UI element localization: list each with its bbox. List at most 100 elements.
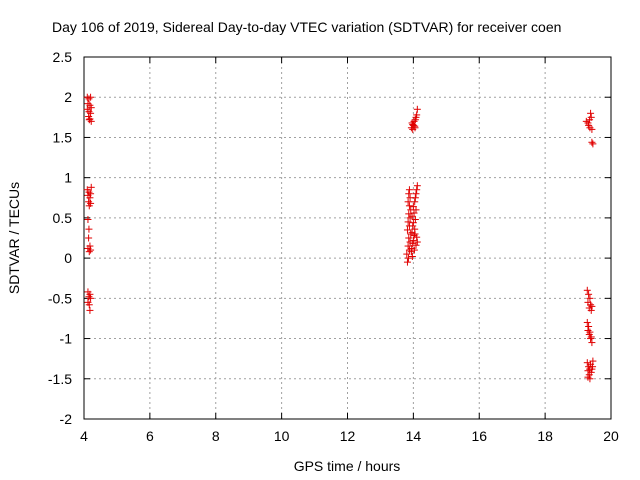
data-point	[87, 93, 95, 101]
data-point	[588, 339, 596, 347]
x-tick-label: 6	[146, 428, 154, 444]
data-point	[85, 202, 93, 210]
data-point	[85, 95, 93, 103]
data-point	[587, 113, 595, 121]
data-point	[403, 258, 411, 266]
y-tick-labels: -2 -1.5 -1 -0.5 0 0.5 1 1.5 2 2.5	[48, 49, 72, 427]
x-tick-label: 20	[603, 428, 619, 444]
y-tick-label: -1	[60, 331, 73, 347]
data-point	[413, 233, 421, 241]
data-point	[586, 294, 594, 302]
data-point	[587, 368, 595, 376]
data-point	[405, 234, 413, 242]
data-point	[409, 222, 417, 230]
data-point	[85, 188, 93, 196]
y-tick-label: 0	[64, 250, 72, 266]
y-tick-label: -1.5	[48, 371, 72, 387]
data-point	[405, 190, 413, 198]
data-point	[87, 246, 95, 254]
data-point	[85, 293, 93, 301]
data-point	[85, 116, 93, 124]
x-tick-label: 16	[471, 428, 487, 444]
data-point	[589, 140, 597, 148]
data-point	[411, 194, 419, 202]
y-tick-label: 1.5	[53, 129, 73, 145]
data-point	[404, 254, 412, 262]
data-point	[409, 240, 417, 248]
y-axis-label: SDTVAR / TECUs	[6, 182, 22, 294]
data-point	[413, 238, 421, 246]
data-point	[584, 373, 592, 381]
data-point	[405, 186, 413, 194]
data-point	[589, 357, 597, 365]
data-point	[413, 105, 421, 113]
data-point	[413, 111, 421, 119]
data-point	[403, 250, 411, 258]
data-point	[588, 138, 596, 146]
data-point	[412, 241, 420, 249]
data-point	[407, 248, 415, 256]
data-point	[588, 302, 596, 310]
data-point	[86, 306, 94, 314]
y-tick-label: 2.5	[53, 49, 73, 65]
data-point	[403, 226, 411, 234]
data-point	[410, 117, 418, 125]
data-point	[583, 359, 591, 367]
data-point	[586, 365, 594, 373]
data-point	[405, 202, 413, 210]
y-tick-label: 1	[64, 170, 72, 186]
data-point	[585, 290, 593, 298]
data-point	[87, 183, 95, 191]
y-tick-label: 2	[64, 89, 72, 105]
x-tick-label: 14	[406, 428, 422, 444]
data-point	[408, 253, 416, 261]
x-tick-label: 18	[537, 428, 553, 444]
data-point	[587, 335, 595, 343]
x-tick-labels: 4 6 8 10 12 14 16 18 20	[80, 428, 619, 444]
data-point	[585, 322, 593, 330]
data-point	[85, 234, 93, 242]
x-tick-label: 12	[340, 428, 356, 444]
data-point	[587, 306, 595, 314]
data-point	[85, 248, 93, 256]
y-tick-label: -2	[60, 411, 73, 427]
data-point	[84, 215, 92, 223]
data-point	[583, 286, 591, 294]
data-point	[413, 186, 421, 194]
data-point	[584, 367, 592, 375]
data-point	[86, 194, 94, 202]
data-point	[411, 198, 419, 206]
data-point	[587, 333, 595, 341]
data-point	[85, 225, 93, 233]
data-point	[404, 198, 412, 206]
data-point	[404, 218, 412, 226]
data-point	[410, 246, 418, 254]
x-axis-label: GPS time / hours	[294, 458, 401, 474]
data-point	[409, 203, 417, 211]
data-point	[587, 301, 595, 309]
data-point	[411, 215, 419, 223]
grid-lines	[84, 57, 611, 419]
data-point	[582, 117, 590, 125]
data-point	[587, 109, 595, 117]
data-point	[409, 236, 417, 244]
x-tick-label: 4	[80, 428, 88, 444]
data-point	[413, 182, 421, 190]
x-tick-label: 10	[274, 428, 290, 444]
data-point	[588, 125, 596, 133]
data-point	[87, 104, 95, 112]
x-tick-label: 8	[212, 428, 220, 444]
axis-ticks	[83, 56, 612, 420]
data-points	[83, 93, 597, 383]
data-point	[411, 124, 419, 132]
data-point	[87, 294, 95, 302]
y-tick-label: 0.5	[53, 210, 73, 226]
y-tick-label: -0.5	[48, 290, 72, 306]
data-point	[411, 230, 419, 238]
data-point	[404, 242, 412, 250]
chart-title: Day 106 of 2019, Sidereal Day-to-day VTE…	[52, 19, 561, 35]
data-point	[412, 190, 420, 198]
data-point	[85, 301, 93, 309]
data-point	[583, 318, 591, 326]
